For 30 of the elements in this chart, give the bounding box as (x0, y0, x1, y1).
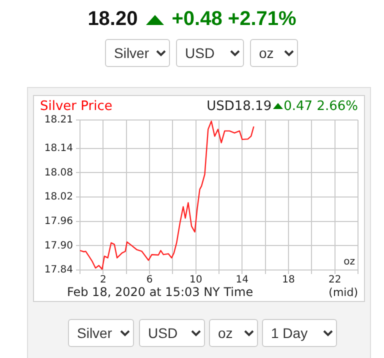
y-tick-label: 17.90 (44, 240, 73, 252)
x-tick-label: 2 (100, 274, 106, 286)
y-tick-label: 18.02 (44, 192, 73, 203)
dropdown: oz (250, 39, 298, 67)
annotation: oz (344, 256, 355, 268)
dropdown: oz (209, 319, 258, 347)
text: (mid) (328, 286, 358, 299)
dropdown: 1 Day (262, 319, 337, 347)
y-tick-label: 18.21 (44, 114, 73, 126)
chart-title: Silver Price (40, 99, 112, 114)
dropdown: Silver (68, 319, 134, 347)
text: +2.71% (228, 8, 296, 30)
text: USD18.19 (206, 99, 272, 114)
x-tick-label: 10 (189, 274, 202, 286)
y-tick-label: 17.96 (44, 216, 73, 227)
x-tick-label: 14 (236, 274, 249, 286)
x-tick-label: 18 (282, 274, 295, 286)
x-tick-label: 22 (328, 274, 342, 286)
text: Feb 18, 2020 at 15:03 NY Time (67, 285, 254, 299)
y-tick-label: 18.14 (44, 142, 73, 154)
text: 2.66% (316, 99, 358, 114)
text: 18.20 (88, 8, 138, 30)
dropdown: USD (139, 319, 205, 347)
dropdown: USD (176, 39, 244, 67)
text: +0.48 (172, 8, 222, 30)
x-tick-label: 6 (146, 274, 153, 286)
y-tick-label: 17.84 (44, 264, 73, 276)
dropdown: Silver (105, 39, 170, 67)
text: 0.47 (284, 99, 313, 114)
y-tick-label: 18.08 (44, 167, 73, 178)
